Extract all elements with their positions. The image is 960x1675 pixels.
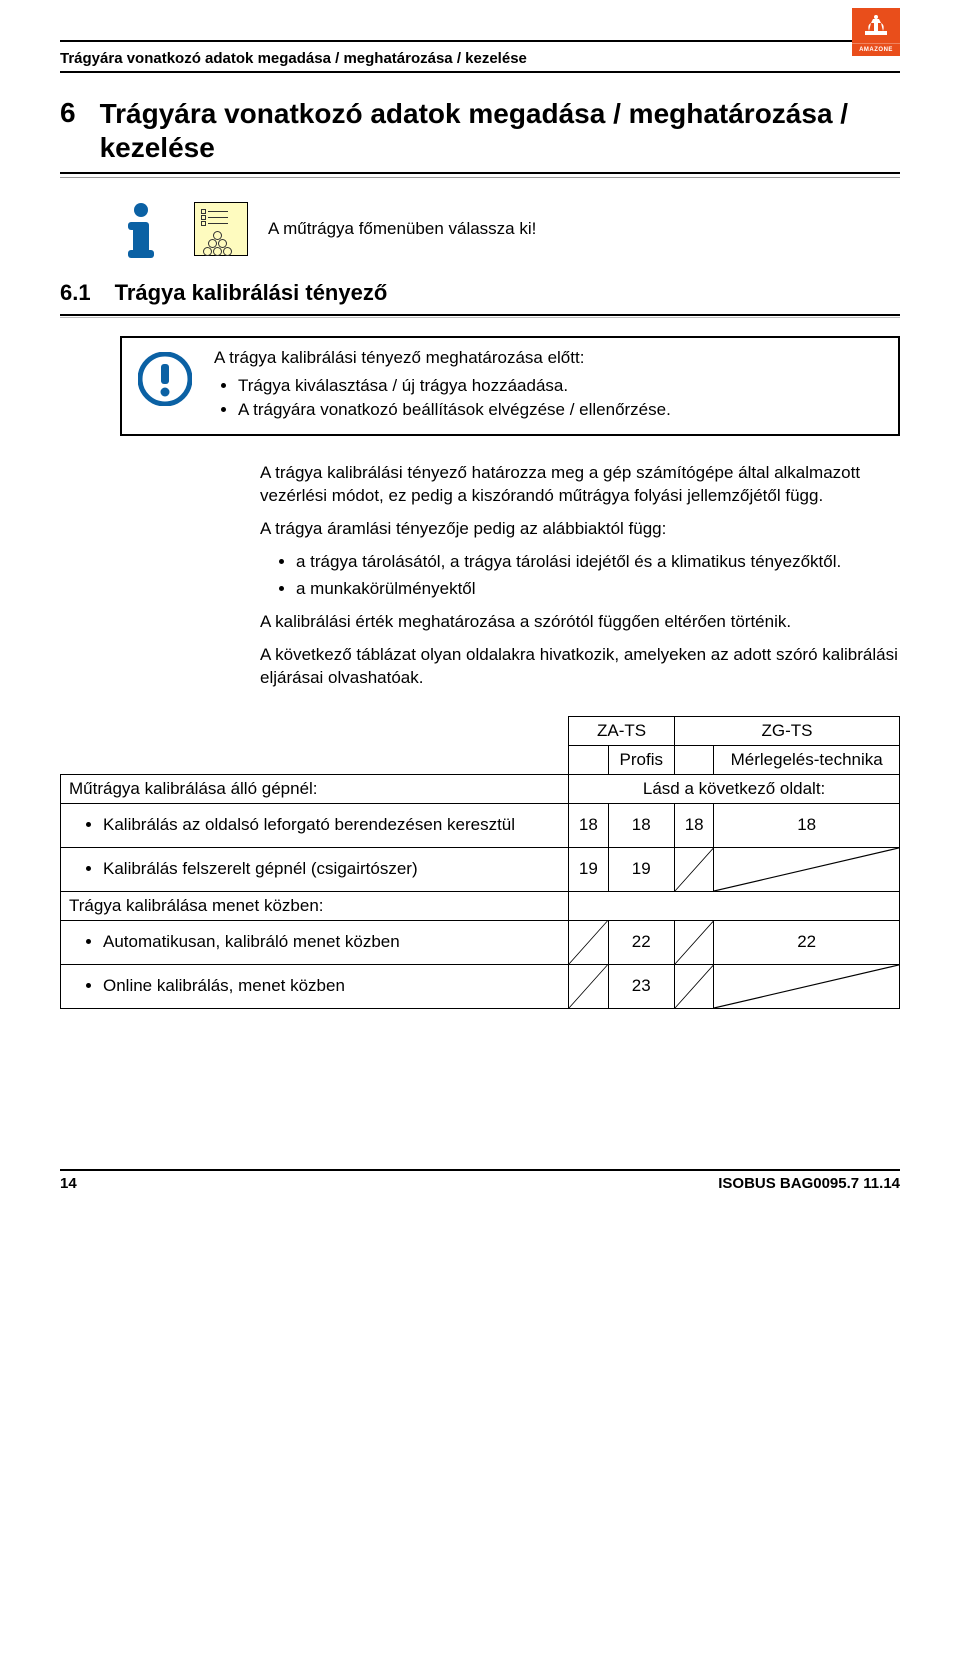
callout-lead: A trágya kalibrálási tényező meghatározá… [214,348,882,368]
table-cell: 18 [608,803,674,847]
table-row: Automatikusan, kalibráló menet közben [61,920,569,964]
info-text: A műtrágya főmenüben válassza ki! [268,219,536,239]
table-cell-na [674,920,713,964]
menu-box-icon [194,202,248,256]
table-subcol: Mérlegelés-technika [714,745,900,774]
body-text: A trágya kalibrálási tényező határozza m… [260,462,900,690]
callout-item: A trágyára vonatkozó beállítások elvégzé… [238,400,882,420]
table-cell: 18 [714,803,900,847]
table-cell-na [714,964,900,1008]
calibration-table: ZA-TS ZG-TS Profis Mérlegelés-technika M… [60,716,900,1009]
info-icon [120,202,162,260]
paragraph: A trágya áramlási tényezője pedig az alá… [260,518,900,541]
table-cell-na [569,920,608,964]
table-row-head: Műtrágya kalibrálása álló gépnél: [61,774,569,803]
table-cell: 23 [608,964,674,1008]
paragraph: A trágya kalibrálási tényező határozza m… [260,462,900,508]
table-note: Lásd a következő oldalt: [569,774,900,803]
table-colgroup: ZA-TS [569,716,675,745]
exclamation-icon [138,352,192,406]
section-title: Trágyára vonatkozó adatok megadása / meg… [100,97,900,164]
table-cell: 18 [569,803,608,847]
subsection-number: 6.1 [60,280,91,306]
table-cell: 22 [608,920,674,964]
table-subcol [674,745,713,774]
list-item: a munkakörülményektől [296,578,900,601]
page-number: 14 [60,1175,77,1192]
brand-name: AMAZONE [852,43,900,55]
subsection-title: Trágya kalibrálási tényező [115,280,900,306]
table-row: Kalibrálás felszerelt gépnél (csigairtós… [61,847,569,891]
table-cell-na [569,964,608,1008]
table-colgroup: ZG-TS [674,716,899,745]
table-cell: 18 [674,803,713,847]
warning-callout: A trágya kalibrálási tényező meghatározá… [120,336,900,436]
breadcrumb: Trágyára vonatkozó adatok megadása / meg… [60,46,900,73]
doc-id: ISOBUS BAG0095.7 11.14 [718,1175,900,1192]
table-row: Online kalibrálás, menet közben [61,964,569,1008]
brand-logo: AMAZONE [852,8,900,56]
table-cell: 19 [569,847,608,891]
list-item: a trágya tárolásától, a trágya tárolási … [296,551,900,574]
table-row-head: Trágya kalibrálása menet közben: [61,891,569,920]
table-cell: 22 [714,920,900,964]
paragraph: A kalibrálási érték meghatározása a szór… [260,611,900,634]
table-cell-na [714,847,900,891]
table-subcol: Profis [608,745,674,774]
paragraph: A következő táblázat olyan oldalakra hiv… [260,644,900,690]
table-cell: 19 [608,847,674,891]
section-number: 6 [60,97,76,164]
table-cell-na [674,964,713,1008]
table-cell-na [674,847,713,891]
table-row: Kalibrálás az oldalsó leforgató berendez… [61,803,569,847]
table-subcol [569,745,608,774]
callout-item: Trágya kiválasztása / új trágya hozzáadá… [238,376,882,396]
